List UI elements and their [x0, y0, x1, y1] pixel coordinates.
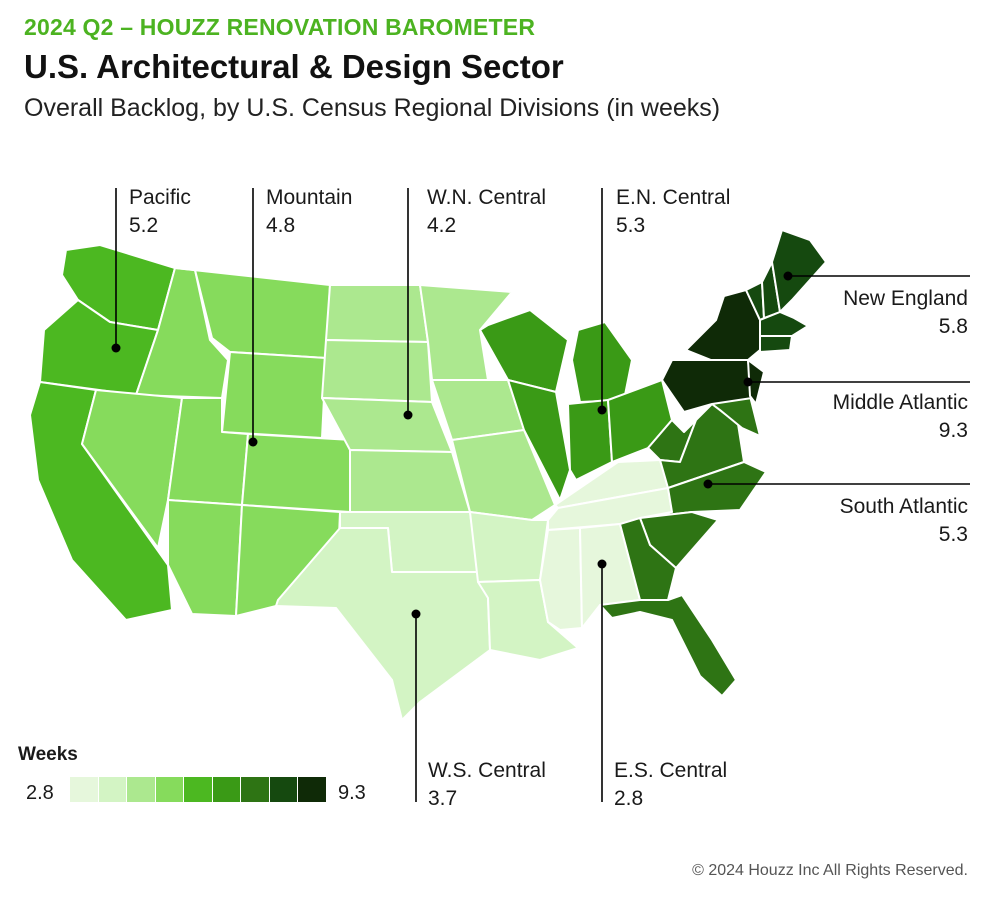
state-colorado — [241, 433, 353, 513]
region-value: 3.7 — [428, 787, 458, 810]
region-value: 2.8 — [614, 787, 644, 810]
legend-swatch — [298, 777, 327, 802]
legend-swatch — [70, 777, 99, 802]
region-value: 4.8 — [266, 214, 296, 237]
region-label-pacific: Pacific 5.2 — [129, 184, 191, 240]
region-label-new-england: New England 5.8 — [843, 285, 968, 341]
region-label-middle-atlantic: Middle Atlantic 9.3 — [833, 389, 968, 445]
state-north-dakota — [325, 284, 429, 343]
legend-max-label: 9.3 — [338, 782, 366, 804]
legend-swatch — [155, 777, 184, 802]
region-value: 5.2 — [129, 214, 159, 237]
legend-swatch — [269, 777, 298, 802]
copyright-notice: © 2024 Houzz Inc All Rights Reserved. — [692, 862, 968, 879]
region-name: New England — [843, 287, 968, 310]
state-illinois — [507, 379, 571, 501]
page-subtitle: Overall Backlog, by U.S. Census Regional… — [24, 94, 721, 122]
state-florida — [599, 594, 737, 697]
region-label-south-atlantic: South Atlantic 5.3 — [840, 493, 968, 549]
state-connecticut-rhode-island — [759, 335, 793, 353]
region-name: W.S. Central — [428, 759, 546, 782]
legend-swatch — [241, 777, 270, 802]
state-arizona — [167, 499, 243, 617]
state-texas — [275, 527, 491, 721]
legend-swatch — [212, 777, 241, 802]
state-wyoming — [221, 351, 327, 439]
region-value: 9.3 — [938, 419, 968, 442]
state-mississippi — [539, 527, 583, 631]
legend-swatch — [127, 777, 156, 802]
legend-title: Weeks — [18, 744, 78, 765]
region-label-wn-central: W.N. Central 4.2 — [427, 184, 546, 240]
region-label-en-central: E.N. Central 5.3 — [616, 184, 730, 240]
state-missouri — [451, 429, 556, 521]
region-name: E.N. Central — [616, 186, 731, 209]
region-name: E.S. Central — [614, 759, 728, 782]
report-kicker: 2024 Q2 – HOUZZ RENOVATION BAROMETER — [24, 14, 536, 40]
region-name: Middle Atlantic — [832, 391, 968, 414]
region-name: W.N. Central — [427, 186, 547, 209]
legend-color-scale — [70, 777, 327, 802]
legend-swatch — [184, 777, 213, 802]
region-value: 5.3 — [616, 214, 646, 237]
state-south-dakota — [321, 339, 433, 403]
region-value: 5.8 — [938, 315, 968, 338]
region-label-es-central: E.S. Central 2.8 — [614, 757, 727, 813]
region-value: 4.2 — [427, 214, 457, 237]
state-nevada — [81, 389, 183, 549]
region-label-ws-central: W.S. Central 3.7 — [428, 757, 546, 813]
state-maine — [771, 229, 827, 313]
page-title: U.S. Architectural & Design Sector — [24, 48, 564, 85]
region-label-mountain: Mountain 4.8 — [266, 184, 352, 240]
region-name: South Atlantic — [839, 495, 968, 518]
state-arkansas — [469, 511, 549, 583]
legend-min-label: 2.8 — [26, 782, 54, 804]
region-value: 5.3 — [938, 523, 968, 546]
state-new-york — [685, 289, 761, 363]
legend-swatch — [98, 777, 127, 802]
region-name: Mountain — [266, 186, 353, 209]
state-north-carolina — [639, 461, 767, 519]
region-name: Pacific — [129, 186, 191, 209]
state-kansas — [349, 449, 471, 513]
